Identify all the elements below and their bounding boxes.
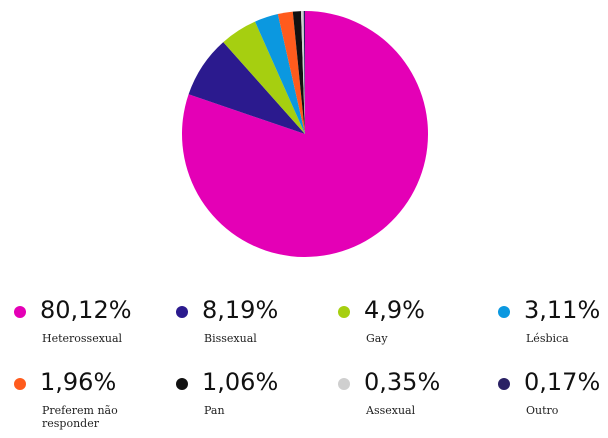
legend-value: 80,12% — [40, 296, 132, 324]
legend-label: Assexual — [366, 404, 416, 417]
legend-label: Lésbica — [526, 332, 569, 345]
pie-slice — [303, 11, 305, 134]
pie-slice — [292, 11, 305, 135]
pie-slice — [277, 11, 305, 134]
legend-swatch — [498, 378, 510, 390]
legend-swatch — [14, 306, 26, 318]
legend-swatch — [14, 378, 26, 390]
legend-label: Pan — [204, 404, 225, 417]
legend-label: Bissexual — [204, 332, 257, 345]
pie-slice — [223, 21, 305, 134]
legend-swatch — [338, 378, 350, 390]
legend-label: Heterossexual — [42, 332, 123, 345]
legend-value: 3,11% — [524, 296, 601, 324]
pie-slice — [188, 42, 305, 134]
legend-value: 4,9% — [364, 296, 425, 324]
legend-swatch — [176, 306, 188, 318]
legend-swatch — [338, 306, 350, 318]
legend-value: 0,35% — [364, 368, 441, 396]
legend-label: Outro — [526, 404, 559, 417]
legend-swatch — [498, 306, 510, 318]
legend-swatch — [176, 378, 188, 390]
pie-slice — [300, 11, 305, 135]
legend-value: 1,06% — [202, 368, 279, 396]
legend-value: 1,96% — [40, 368, 117, 396]
pie-slice — [255, 14, 305, 134]
legend-value: 8,19% — [202, 296, 279, 324]
legend-value: 0,17% — [524, 368, 601, 396]
legend-label: Preferem não responder — [42, 404, 118, 430]
legend-label: Gay — [366, 332, 388, 345]
